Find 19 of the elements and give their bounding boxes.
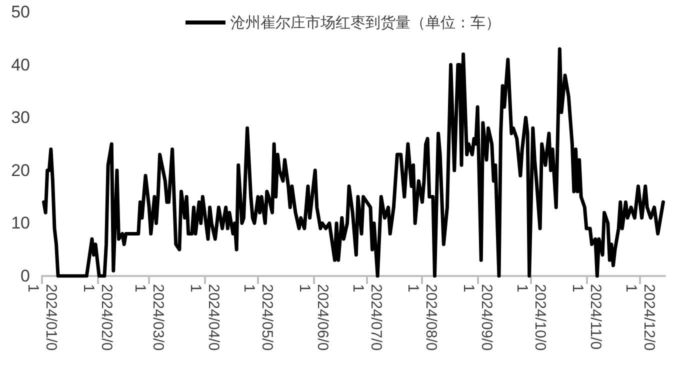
y-tick-label: 30 (11, 108, 30, 128)
y-tick-label: 50 (11, 2, 30, 22)
x-tick-label: 2024/03/01 (132, 284, 167, 351)
x-tick-label: 2024/06/01 (296, 284, 331, 351)
x-tick-label: 2024/10/01 (514, 284, 549, 351)
x-tick-label: 2024/04/01 (186, 284, 222, 351)
y-tick-label: 10 (11, 214, 30, 233)
x-tick-label: 2024/05/01 (240, 284, 276, 351)
x-tick-label: 2024/02/01 (80, 284, 115, 351)
y-tick-label: 20 (11, 160, 30, 180)
x-tick-label: 2024/11/01 (568, 284, 604, 350)
x-tick-label: 2024/12/01 (622, 284, 658, 351)
x-tick-label: 2024/09/01 (460, 284, 496, 351)
x-tick-label: 2024/07/01 (349, 284, 384, 351)
y-tick-label: 40 (11, 55, 30, 74)
y-tick-label: 0 (20, 266, 30, 286)
legend-label: 沧州崔尔庄市场红枣到货量（单位：车） (230, 14, 500, 32)
x-tick-label: 2024/01/01 (24, 284, 60, 351)
x-tick-label: 2024/08/01 (404, 284, 440, 351)
